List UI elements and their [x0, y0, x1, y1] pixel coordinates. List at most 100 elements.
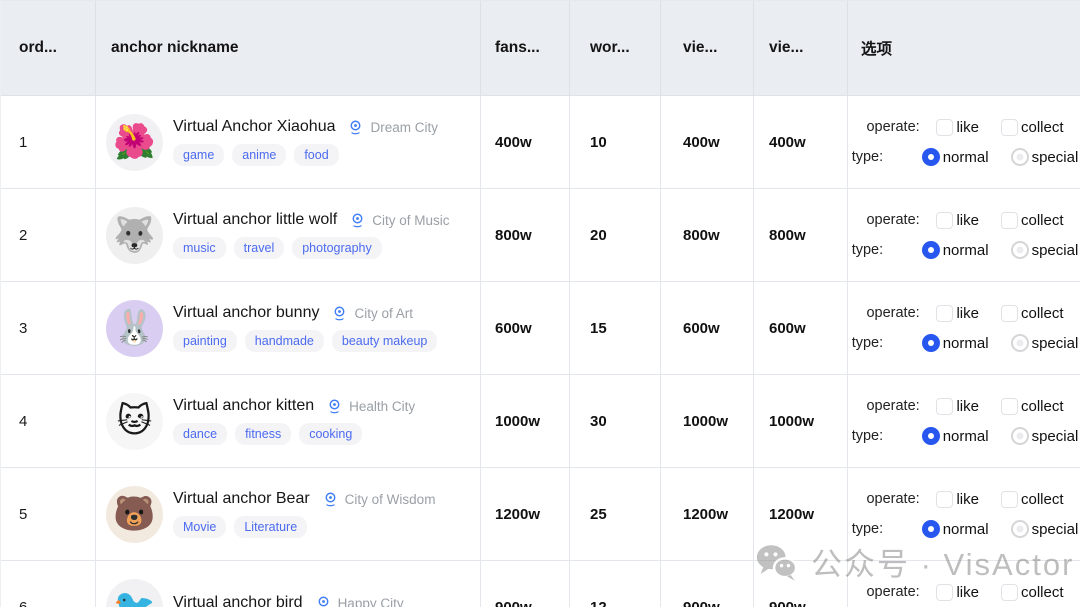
order-number: 1: [19, 133, 28, 151]
views-cell: 1000w: [661, 375, 754, 468]
collect-label: collect: [1020, 304, 1064, 322]
like-checkbox[interactable]: [936, 397, 954, 415]
bird-avatar: 🐦: [106, 578, 163, 607]
location-pin-icon: [325, 492, 336, 506]
collect-checkbox[interactable]: [1000, 304, 1018, 322]
collect-label: collect: [1020, 211, 1064, 229]
views-cell: 800w: [661, 189, 754, 282]
collect-label: collect: [1020, 397, 1064, 415]
like-checkbox[interactable]: [936, 490, 954, 508]
anchor-city: Happy City: [337, 595, 404, 607]
views2-cell: 1200w: [754, 468, 848, 561]
table-body: 1 🌺 Virtual Anchor Xiaohua Dream City ga…: [1, 96, 1080, 607]
order-cell: 1: [1, 96, 96, 189]
like-label: like: [956, 304, 979, 322]
collect-checkbox[interactable]: [1000, 490, 1018, 508]
anchor-city: City of Art: [354, 305, 413, 321]
special-radio[interactable]: [1010, 241, 1029, 259]
views-cell: 1200w: [661, 468, 754, 561]
views2-cell: 400w: [754, 96, 848, 189]
normal-radio[interactable]: [921, 427, 940, 445]
views-value: 1000w: [683, 412, 729, 430]
anchor-cell: 🐱 Virtual anchor kitten Health City danc…: [96, 375, 481, 468]
type-label: type:: [851, 428, 884, 444]
like-checkbox[interactable]: [936, 583, 954, 601]
location-pin-icon: [352, 213, 363, 227]
operate-label: operate:: [866, 119, 920, 135]
collect-checkbox[interactable]: [1000, 211, 1018, 229]
operate-label: operate:: [866, 491, 920, 507]
works-cell: 10: [570, 96, 661, 189]
collect-checkbox[interactable]: [1000, 118, 1018, 136]
column-header-5[interactable]: vie...: [754, 1, 848, 96]
column-header-6[interactable]: 选项: [848, 1, 1080, 96]
kitten-avatar: 🐱: [106, 392, 163, 450]
special-radio[interactable]: [1010, 148, 1029, 166]
anchor-name: Virtual anchor little wolf: [173, 211, 338, 228]
works-cell: 15: [570, 282, 661, 375]
like-checkbox[interactable]: [936, 211, 954, 229]
anchor-city: City of Wisdom: [344, 491, 436, 507]
collect-checkbox[interactable]: [1000, 397, 1018, 415]
anchor-cell: 🌺 Virtual Anchor Xiaohua Dream City game…: [96, 96, 481, 189]
anchor-cell: 🐻 Virtual anchor Bear City of Wisdom Mov…: [96, 468, 481, 561]
column-header-3[interactable]: wor...: [570, 1, 661, 96]
tag: Literature: [234, 516, 308, 538]
column-header-2[interactable]: fans...: [481, 1, 570, 96]
normal-radio[interactable]: [921, 334, 940, 352]
anchor-name: Virtual anchor Bear: [173, 490, 310, 507]
table-header: ord... anchor nickname fans... wor... vie...…: [1, 1, 1080, 96]
normal-radio[interactable]: [921, 241, 940, 259]
anchor-tags: music travel photography: [173, 237, 450, 259]
like-checkbox[interactable]: [936, 304, 954, 322]
tag: food: [294, 144, 339, 166]
operate-label: operate:: [866, 305, 920, 321]
column-header-1[interactable]: anchor nickname: [96, 1, 481, 96]
special-label: special: [1031, 241, 1079, 259]
tag: painting: [173, 330, 237, 352]
special-radio[interactable]: [1010, 334, 1029, 352]
like-label: like: [956, 211, 979, 229]
works-cell: 25: [570, 468, 661, 561]
tag: handmade: [244, 330, 324, 352]
type-label: type:: [851, 242, 884, 258]
location-pin-icon: [351, 120, 361, 134]
order-cell: 4: [1, 375, 96, 468]
normal-radio[interactable]: [921, 520, 940, 538]
column-header-0[interactable]: ord...: [1, 1, 96, 96]
anchor-tags: dance fitness cooking: [173, 423, 415, 445]
anchor-name: Virtual anchor kitten: [173, 397, 315, 414]
table-row: 5 🐻 Virtual anchor Bear City of Wisdom M…: [1, 468, 1080, 561]
order-number: 6: [19, 598, 28, 607]
fans-cell: 400w: [481, 96, 570, 189]
anchor-city: City of Music: [372, 212, 450, 228]
like-label: like: [956, 397, 979, 415]
views2-value: 800w: [769, 226, 806, 244]
column-header-4[interactable]: vie...: [661, 1, 754, 96]
order-number: 4: [19, 412, 28, 430]
views-value: 400w: [683, 133, 720, 151]
special-radio[interactable]: [1010, 520, 1029, 538]
special-radio[interactable]: [1010, 427, 1029, 445]
table-row: 4 🐱 Virtual anchor kitten Health City da…: [1, 375, 1080, 468]
views2-value: 600w: [769, 319, 806, 337]
normal-radio[interactable]: [921, 148, 940, 166]
views-cell: 600w: [661, 282, 754, 375]
works-value: 30: [590, 412, 607, 430]
like-label: like: [956, 490, 979, 508]
normal-label: normal: [942, 520, 989, 538]
tag: fitness: [235, 423, 292, 445]
fans-cell: 900w: [481, 561, 570, 607]
collect-checkbox[interactable]: [1000, 583, 1018, 601]
options-cell: operate: like collect type: normal speci…: [848, 282, 1080, 375]
views2-value: 1200w: [769, 505, 815, 523]
operate-label: operate:: [866, 212, 920, 228]
anchor-tags: Movie Literature: [173, 516, 435, 538]
views-value: 800w: [683, 226, 720, 244]
tag: anime: [232, 144, 287, 166]
like-checkbox[interactable]: [936, 118, 954, 136]
flower-avatar: 🌺: [106, 113, 163, 171]
tag: Movie: [173, 516, 227, 538]
works-cell: 20: [570, 189, 661, 282]
